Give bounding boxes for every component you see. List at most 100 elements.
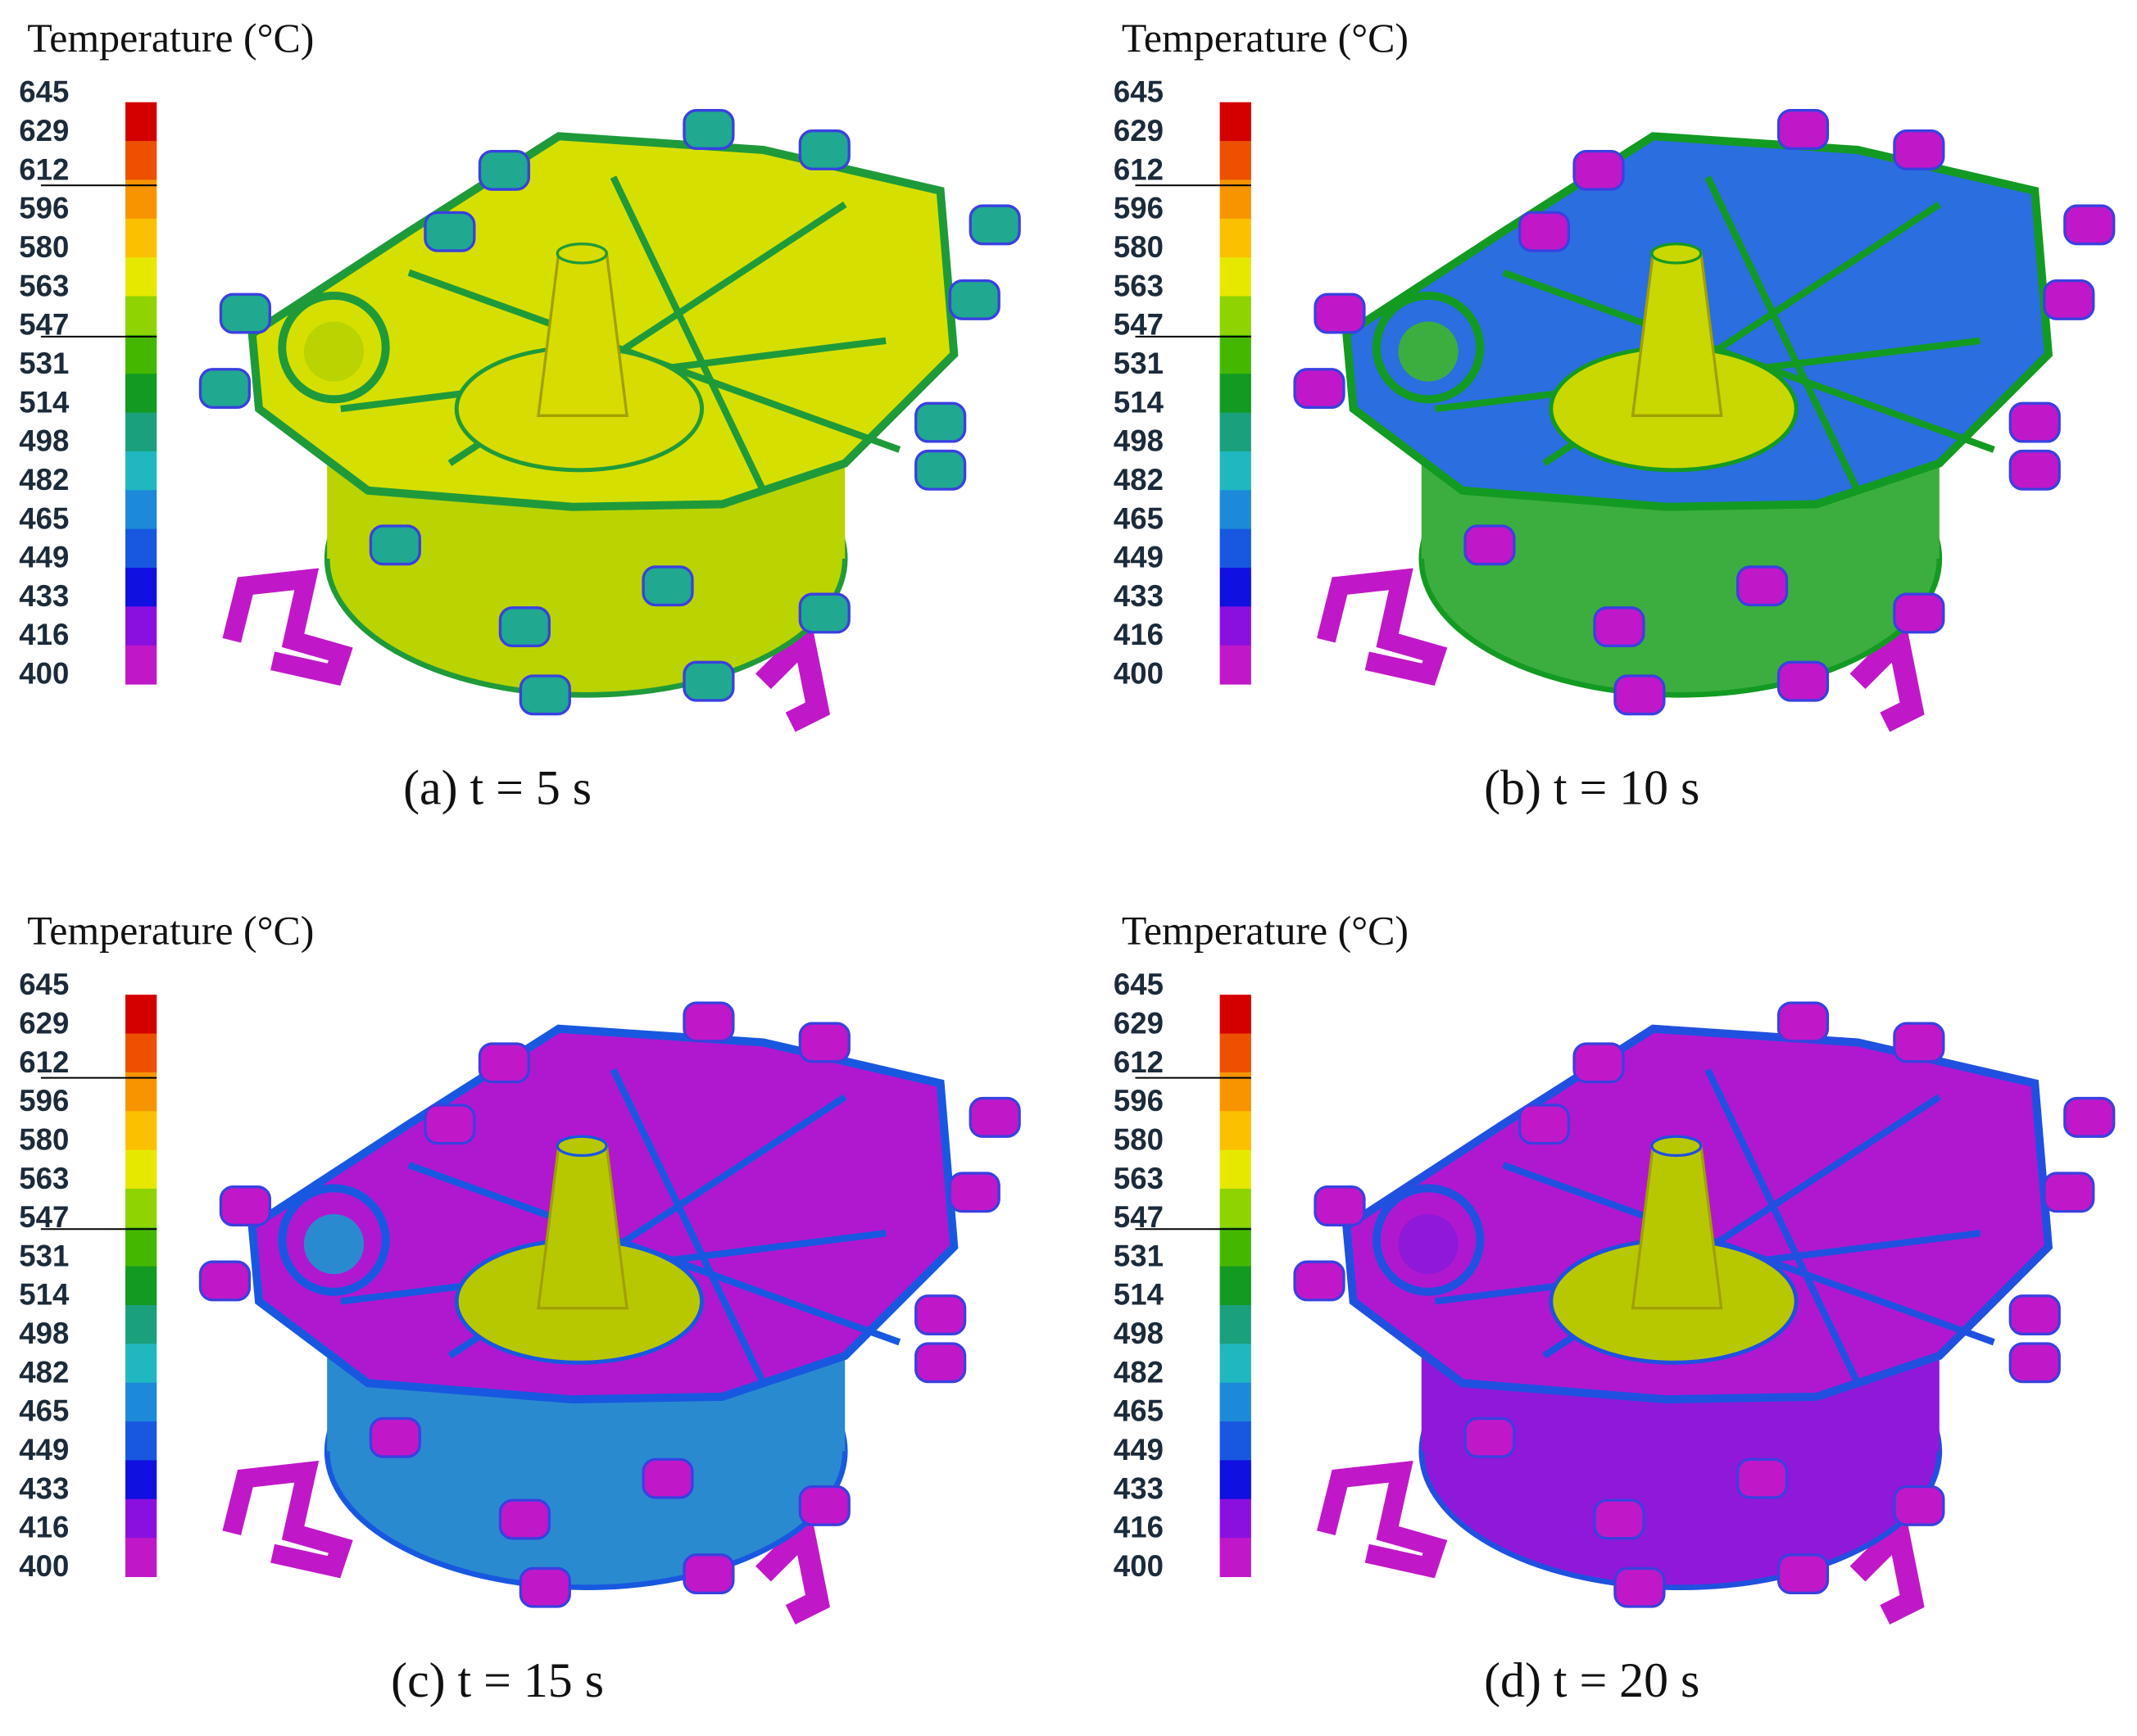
legend-swatch <box>1219 1344 1251 1384</box>
casting-pad <box>2043 279 2095 320</box>
legend-label: 416 <box>19 1511 69 1544</box>
caption: (d) t = 20 s <box>1484 1653 1699 1707</box>
caption: (b) t = 10 s <box>1484 760 1699 814</box>
casting-pad <box>948 1172 1000 1213</box>
legend-label: 645 <box>19 75 69 109</box>
legend-swatch <box>1219 141 1251 181</box>
casting-pad <box>683 109 735 150</box>
legend-label: 612 <box>1114 1045 1164 1079</box>
legend-label: 596 <box>19 192 69 225</box>
legend-label: 612 <box>19 1045 69 1079</box>
casting-pad <box>2043 1172 2095 1213</box>
legend-swatch <box>125 296 157 336</box>
casting-pad <box>519 1566 571 1608</box>
casting-pad <box>424 1104 476 1145</box>
legend-swatch <box>1219 374 1251 414</box>
legend-swatch <box>125 374 157 414</box>
runner <box>1849 1511 1925 1625</box>
legend-label: 465 <box>1114 1394 1164 1428</box>
casting-pad <box>798 129 851 170</box>
runner <box>755 618 831 732</box>
runner <box>1317 1460 1448 1579</box>
legend-swatch <box>1219 334 1251 374</box>
casting-pad <box>1893 129 1945 170</box>
legend-swatch <box>125 1344 157 1384</box>
legend-swatch <box>125 1188 157 1228</box>
casting-pad <box>2063 204 2116 246</box>
legend-label: 612 <box>19 152 69 186</box>
legend-swatch <box>1219 412 1251 452</box>
casting-pad <box>683 660 735 702</box>
legend-swatch <box>125 102 157 142</box>
legend-swatch <box>125 412 157 452</box>
legend-swatch <box>125 1538 157 1578</box>
legend-swatch <box>125 1111 157 1151</box>
casting-pad <box>914 401 967 443</box>
legend-swatch <box>1219 567 1251 607</box>
casting-pad <box>2008 1342 2061 1384</box>
casting-pad <box>642 1457 694 1499</box>
legend-label: 563 <box>19 1162 69 1195</box>
legend-label: 433 <box>1114 1471 1164 1505</box>
casting-cone-top <box>556 242 608 265</box>
legend-label: 580 <box>1114 230 1164 264</box>
legend-label: 580 <box>19 230 69 264</box>
legend-label: 645 <box>1114 968 1164 1001</box>
legend-label: 498 <box>1114 424 1164 458</box>
casting-cone-top <box>1650 1135 1703 1158</box>
casting-pad <box>1893 592 1945 634</box>
legend-swatch <box>125 257 157 297</box>
runner <box>755 1511 831 1625</box>
panel: Temperature (°C)645629612596580563547531… <box>19 16 1021 814</box>
legend-label: 580 <box>19 1122 69 1156</box>
runner <box>1849 618 1925 732</box>
casting-pad <box>1314 1185 1366 1226</box>
legend-swatch <box>1219 528 1251 569</box>
legend-swatch <box>125 606 157 646</box>
legend-title: Temperature (°C) <box>1122 16 1409 61</box>
legend-label: 580 <box>1114 1122 1164 1156</box>
legend-swatch <box>125 995 157 1035</box>
legend-swatch <box>125 1266 157 1306</box>
casting-pad <box>219 1185 271 1226</box>
casting-rib <box>1704 1067 1861 1385</box>
casting-pad <box>478 1042 531 1084</box>
legend-label: 449 <box>19 541 69 574</box>
legend-swatch <box>125 1149 157 1190</box>
legend-label: 465 <box>19 1394 69 1428</box>
legend-label: 482 <box>1114 463 1164 496</box>
casting-pad <box>2008 1294 2061 1335</box>
legend-label: 645 <box>19 968 69 1001</box>
casting-rib <box>610 175 767 492</box>
legend-swatch <box>125 1033 157 1073</box>
legend-swatch <box>125 490 157 530</box>
legend-swatch <box>125 567 157 607</box>
legend-swatch <box>1219 1538 1251 1578</box>
legend-label: 482 <box>1114 1355 1164 1389</box>
casting-pad <box>1776 660 1830 702</box>
legend-label: 400 <box>1114 1549 1164 1583</box>
casting-pad <box>2063 1096 2116 1138</box>
legend-swatch <box>1219 1382 1251 1422</box>
legend-label: 531 <box>19 347 69 380</box>
casting-pad <box>798 592 851 634</box>
casting-render <box>198 109 1021 732</box>
runner <box>222 568 353 686</box>
legend-swatch <box>1219 490 1251 530</box>
casting-pad <box>1518 211 1571 252</box>
runner <box>222 1460 353 1579</box>
casting-pad <box>519 674 571 716</box>
legend-swatch <box>1219 179 1251 220</box>
casting-pad <box>683 1001 735 1043</box>
casting-render <box>198 1001 1021 1625</box>
legend-label: 645 <box>1114 75 1164 109</box>
legend-swatch <box>1219 257 1251 297</box>
legend-swatch <box>125 451 157 491</box>
legend-swatch <box>1219 995 1251 1035</box>
legend-label: 629 <box>1114 1007 1164 1040</box>
panel: Temperature (°C)645629612596580563547531… <box>1114 16 2116 814</box>
legend-label: 449 <box>1114 541 1164 574</box>
casting-pad <box>1593 606 1645 648</box>
legend-swatch <box>1219 218 1251 258</box>
legend-swatch <box>125 1382 157 1422</box>
